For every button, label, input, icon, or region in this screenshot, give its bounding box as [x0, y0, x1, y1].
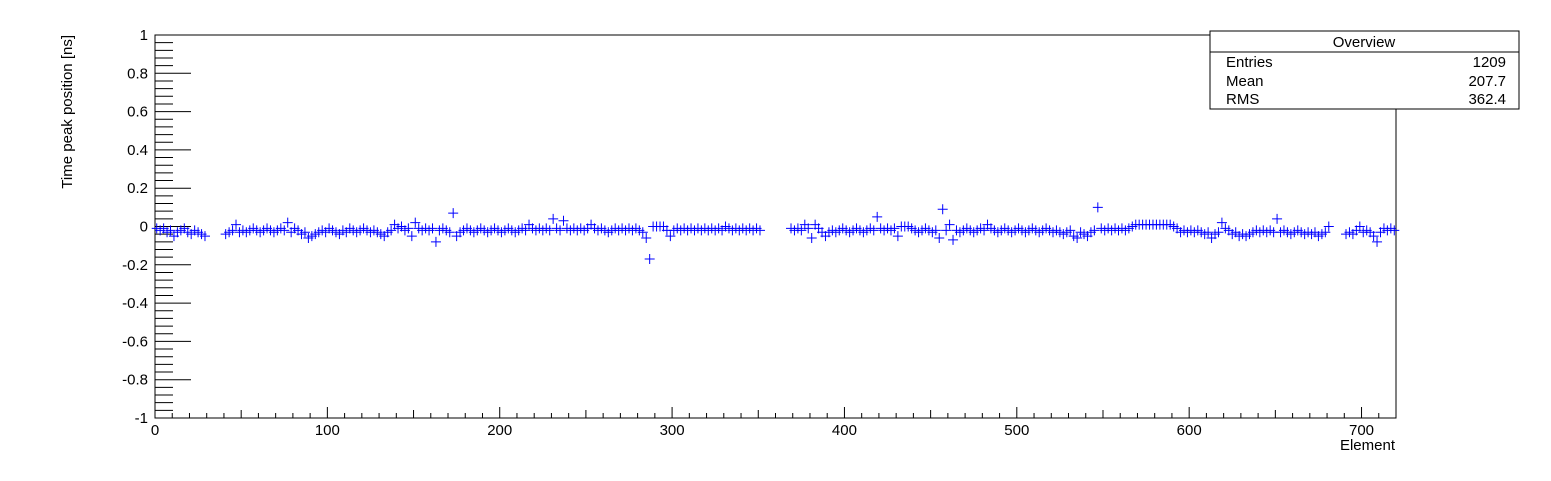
data-point	[1372, 236, 1383, 247]
stats-label-rms: RMS	[1226, 91, 1259, 108]
data-point	[944, 219, 955, 230]
x-tick-label: 600	[1177, 422, 1202, 439]
y-tick-label: -0.2	[122, 257, 148, 274]
y-tick-label: 0.2	[127, 180, 148, 197]
data-point	[227, 225, 238, 236]
stats-value-entries: 1209	[1473, 54, 1506, 71]
x-tick-label: 400	[832, 422, 857, 439]
x-tick-label: 300	[660, 422, 685, 439]
data-point	[889, 223, 900, 234]
data-point	[558, 215, 569, 226]
y-tick-label: 0.4	[127, 142, 148, 159]
data-point	[555, 225, 566, 236]
data-point	[444, 227, 455, 238]
data-point	[937, 204, 948, 215]
data-point	[754, 225, 765, 236]
data-point	[1065, 225, 1076, 236]
data-point	[448, 208, 459, 219]
y-tick-label: 0	[140, 219, 148, 236]
data-point	[403, 223, 414, 234]
data-point	[427, 223, 438, 234]
data-point	[1203, 227, 1214, 238]
data-point	[1213, 227, 1224, 238]
data-point	[948, 234, 959, 245]
data-point	[386, 225, 397, 236]
data-point	[1389, 225, 1400, 236]
stats-box: Overview Entries 1209 Mean 207.7 RMS 362…	[1209, 30, 1520, 110]
data-point	[410, 217, 421, 228]
data-point	[930, 225, 941, 236]
y-tick-label: 1	[140, 27, 148, 44]
data-point	[1092, 202, 1103, 213]
y-axis-title: Time peak position [ns]	[59, 35, 76, 189]
stats-label-mean: Mean	[1226, 73, 1264, 90]
data-point	[1368, 231, 1379, 242]
data-point	[406, 231, 417, 242]
data-point	[1323, 221, 1334, 232]
stats-value-rms: 362.4	[1468, 91, 1506, 108]
data-point	[637, 227, 648, 238]
x-axis-title: Element	[1340, 437, 1396, 454]
x-axis-ticks: 0 100 200 300 400 500 600 700	[151, 407, 1397, 439]
data-point	[665, 231, 676, 242]
data-point	[641, 232, 652, 243]
data-point	[1320, 227, 1331, 238]
x-tick-label: 200	[487, 422, 512, 439]
data-point	[796, 225, 807, 236]
data-points	[151, 202, 1400, 265]
data-point	[803, 223, 814, 234]
data-point	[282, 217, 293, 228]
data-point	[1072, 232, 1083, 243]
data-point	[279, 225, 290, 236]
data-point	[548, 213, 559, 224]
y-tick-label: -0.8	[122, 372, 148, 389]
data-point	[1272, 213, 1283, 224]
x-tick-label: 700	[1349, 422, 1374, 439]
data-point	[165, 225, 176, 236]
x-tick-label: 500	[1004, 422, 1029, 439]
data-point	[1354, 221, 1365, 232]
y-tick-label: 0.6	[127, 104, 148, 121]
stats-box-frame	[1209, 30, 1520, 110]
data-point	[520, 225, 531, 236]
data-point	[872, 211, 883, 222]
data-point	[231, 219, 242, 230]
data-point	[892, 231, 903, 242]
x-tick-label: 0	[151, 422, 159, 439]
data-point	[979, 225, 990, 236]
data-point	[941, 225, 952, 236]
y-tick-label: -0.6	[122, 333, 148, 350]
data-point	[868, 225, 879, 236]
data-point	[806, 232, 817, 243]
data-point	[544, 225, 555, 236]
data-point	[644, 254, 655, 265]
data-point	[1089, 225, 1100, 236]
data-point	[199, 231, 210, 242]
y-axis-ticks: -1 -0.8 -0.6 -0.4 -0.2 0 0.2 0.4 0.6 0.8 1	[122, 27, 191, 427]
data-point	[299, 227, 310, 238]
x-tick-label: 100	[315, 422, 340, 439]
data-point	[1216, 217, 1227, 228]
stats-value-mean: 207.7	[1468, 73, 1506, 90]
data-point	[430, 236, 441, 247]
y-tick-label: -0.4	[122, 295, 148, 312]
data-point	[934, 232, 945, 243]
stats-box-title: Overview	[1333, 34, 1396, 51]
y-tick-label: -1	[135, 410, 148, 427]
y-tick-label: 0.8	[127, 65, 148, 82]
stats-label-entries: Entries	[1226, 54, 1273, 71]
